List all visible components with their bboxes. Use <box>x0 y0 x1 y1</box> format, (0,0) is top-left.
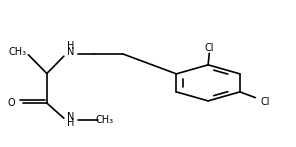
Text: Cl: Cl <box>205 42 214 52</box>
Text: N: N <box>67 112 74 122</box>
Text: H: H <box>67 41 74 51</box>
Text: N: N <box>67 47 74 57</box>
Text: H: H <box>67 118 74 128</box>
Text: CH₃: CH₃ <box>9 47 27 57</box>
Text: CH₃: CH₃ <box>96 115 114 125</box>
Text: O: O <box>7 98 15 108</box>
Text: Cl: Cl <box>260 97 270 107</box>
